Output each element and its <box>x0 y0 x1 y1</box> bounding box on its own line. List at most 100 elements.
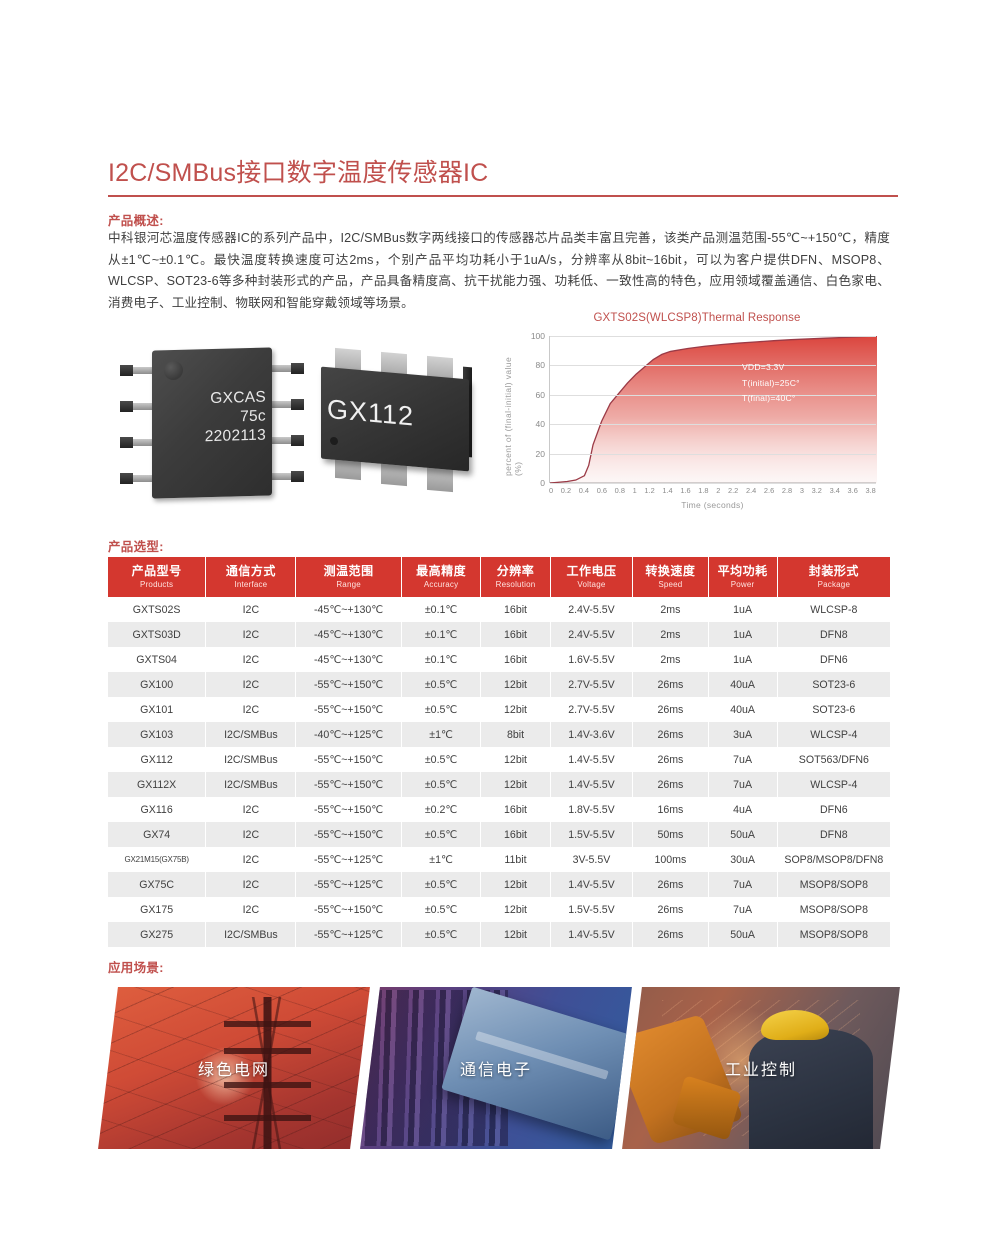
table-cell: I2C <box>205 647 297 672</box>
table-cell: ±1℃ <box>401 847 482 872</box>
table-row: GX100 I2C -55℃~+150℃ ±0.5℃ 12bit 2.7V-5.5V 26m… <box>108 672 890 697</box>
table-cell: 1.5V-5.5V <box>550 822 634 847</box>
table-cell: 2.4V-5.5V <box>550 622 634 647</box>
table-header-cn: 封装形式 <box>808 564 859 578</box>
chart-gridline <box>550 336 876 337</box>
page-title: I2C/SMBus接口数字温度传感器IC <box>108 159 489 187</box>
table-cell: 26ms <box>632 722 709 747</box>
table-cell: 12bit <box>480 747 551 772</box>
table-cell: -55℃~+150℃ <box>295 822 402 847</box>
chart-x-ticks: 0 0.2 0.4 0.6 0.8 1 1.2 1.4 1.6 1.8 2 2.2 2.4 2.6 2.8 3… <box>549 486 876 495</box>
overview-label: 产品概述: <box>108 214 164 228</box>
table-cell: ±0.5℃ <box>401 772 482 797</box>
chart-gridline <box>550 365 876 367</box>
table-cell: DFN6 <box>820 653 848 666</box>
table-cell: 7uA <box>708 872 778 897</box>
table-cell: 12bit <box>480 922 551 947</box>
table-cell: GX175 <box>108 897 207 922</box>
table-cell: 2.7V-5.5V <box>550 672 634 697</box>
table-cell: -55℃~+125℃ <box>295 847 402 872</box>
table-cell: SOT23-6 <box>812 678 856 691</box>
pin1-notch-icon <box>330 436 338 446</box>
table-header-cn: 最高精度 <box>416 564 467 578</box>
table-row: GXTS03D I2C -45℃~+130℃ ±0.1℃ 16bit 2.4V-5.5V 2… <box>108 622 890 647</box>
table-cell: -55℃~+150℃ <box>295 897 402 922</box>
table-cell: 12bit <box>480 672 551 697</box>
table-cell: GX101 <box>108 697 207 722</box>
table-row: GX175 I2C -55℃~+150℃ ±0.5℃ 12bit 1.5V-5.5V 26m… <box>108 897 890 922</box>
table-cell: -45℃~+130℃ <box>295 622 402 647</box>
table-cell: ±0.5℃ <box>401 922 482 947</box>
table-row: GXTS04 I2C -45℃~+130℃ ±0.1℃ 16bit 1.6V-5.5V 2m… <box>108 647 890 672</box>
chart-gridline <box>550 424 876 426</box>
chart-x-tick: 2 <box>716 486 721 495</box>
table-row: GX103 I2C/SMBus -40℃~+125℃ ±1℃ 8bit 1.4V-3.6V… <box>108 722 890 747</box>
chart-x-tick: 3.4 <box>829 486 840 495</box>
application-panel-industrial[interactable]: 工业控制 <box>622 987 900 1149</box>
table-cell: DFN8 <box>820 828 848 841</box>
table-cell: 2ms <box>632 597 709 622</box>
table-header-cn: 产品型号 <box>131 564 182 578</box>
chart-x-tick: 0.4 <box>578 486 590 495</box>
table-body: GXTS02S I2C -45℃~+130℃ ±0.1℃ 16bit 2.4V-5.5V 2… <box>108 597 890 947</box>
table-header-en: Resolution <box>495 580 536 589</box>
table-cell: I2C/SMBus <box>205 922 297 947</box>
chart-x-tick: 0.2 <box>560 486 572 495</box>
table-cell: ±1℃ <box>401 722 482 747</box>
table-cell: GX275 <box>108 922 207 947</box>
table-cell: I2C <box>205 622 297 647</box>
table-row: GX112X I2C/SMBus -55℃~+150℃ ±0.5℃ 12bit 1.4V-… <box>108 772 890 797</box>
table-cell: -45℃~+130℃ <box>295 597 402 622</box>
table-cell: ±0.5℃ <box>401 672 482 697</box>
table-cell: 100ms <box>632 847 709 872</box>
chart-x-tick: 2.2 <box>728 486 739 495</box>
table-cell: SOP8/MSOP8/DFN8 <box>784 853 884 866</box>
table-row: GX101 I2C -55℃~+150℃ ±0.5℃ 12bit 2.7V-5.5V 26m… <box>108 697 890 722</box>
panel-caption-industrial: 工业控制 <box>724 1062 797 1079</box>
table-cell: I2C <box>205 697 297 722</box>
product-selection-table: 产品型号 Products 通信方式 Interface 测温范围 Range 最高精度 Ac… <box>108 557 890 947</box>
table-cell: -55℃~+150℃ <box>295 797 402 822</box>
table-cell: GXTS04 <box>108 647 207 672</box>
application-panel-green-grid[interactable]: 绿色电网 <box>98 987 370 1149</box>
table-cell: ±0.5℃ <box>401 822 482 847</box>
table-cell: 1.4V-5.5V <box>550 922 634 947</box>
table-cell: 12bit <box>480 872 551 897</box>
table-header-en: Package <box>817 580 851 589</box>
table-cell: -40℃~+125℃ <box>295 722 402 747</box>
table-cell: 1.6V-5.5V <box>550 647 634 672</box>
table-header-cn: 平均功耗 <box>717 564 768 578</box>
chart-y-tick: 100 <box>530 331 545 341</box>
table-cell: 11bit <box>480 847 551 872</box>
applications-section-label: 应用场景: <box>108 961 164 975</box>
chart-y-tick: 80 <box>535 360 545 371</box>
table-header-4: 最高精度 Accuracy <box>401 557 482 597</box>
chart-x-tick: 2.8 <box>781 486 793 495</box>
application-panel-communication[interactable]: 通信电子 <box>360 987 632 1149</box>
table-cell: 26ms <box>632 697 709 722</box>
table-cell: 50uA <box>708 922 778 947</box>
table-cell: 1uA <box>708 597 778 622</box>
table-row: GX74 I2C -55℃~+150℃ ±0.5℃ 16bit 1.5V-5.5V 50ms… <box>108 822 890 847</box>
table-cell: MSOP8/SOP8 <box>799 903 868 916</box>
table-cell: 2ms <box>632 647 709 672</box>
chart-x-tick: 2.6 <box>763 486 775 495</box>
sop8-chip-photo: GXCAS 75c 2202113 <box>118 343 304 515</box>
table-cell: -55℃~+150℃ <box>295 747 402 772</box>
table-cell: 26ms <box>632 897 709 922</box>
table-header-1: 产品型号 Products <box>108 557 207 597</box>
table-cell: GX100 <box>108 672 207 697</box>
pin1-dimple-icon <box>164 360 183 381</box>
chart-annotation-tinitial: T(initial)=25C° <box>742 377 800 388</box>
table-header-6: 工作电压 Voltage <box>550 557 634 597</box>
table-cell: -55℃~+150℃ <box>295 697 402 722</box>
table-cell: 12bit <box>480 897 551 922</box>
table-cell: ±0.5℃ <box>401 747 482 772</box>
table-cell: WLCSP-4 <box>810 778 858 791</box>
chart-y-tick: 60 <box>535 389 545 400</box>
table-cell: 1.8V-5.5V <box>550 797 634 822</box>
sop8-chip-marking: GXCAS 75c 2202113 <box>152 387 272 447</box>
chart-x-tick: 1.8 <box>698 486 709 495</box>
table-cell: ±0.2℃ <box>401 797 482 822</box>
table-cell: I2C/SMBus <box>205 772 297 797</box>
